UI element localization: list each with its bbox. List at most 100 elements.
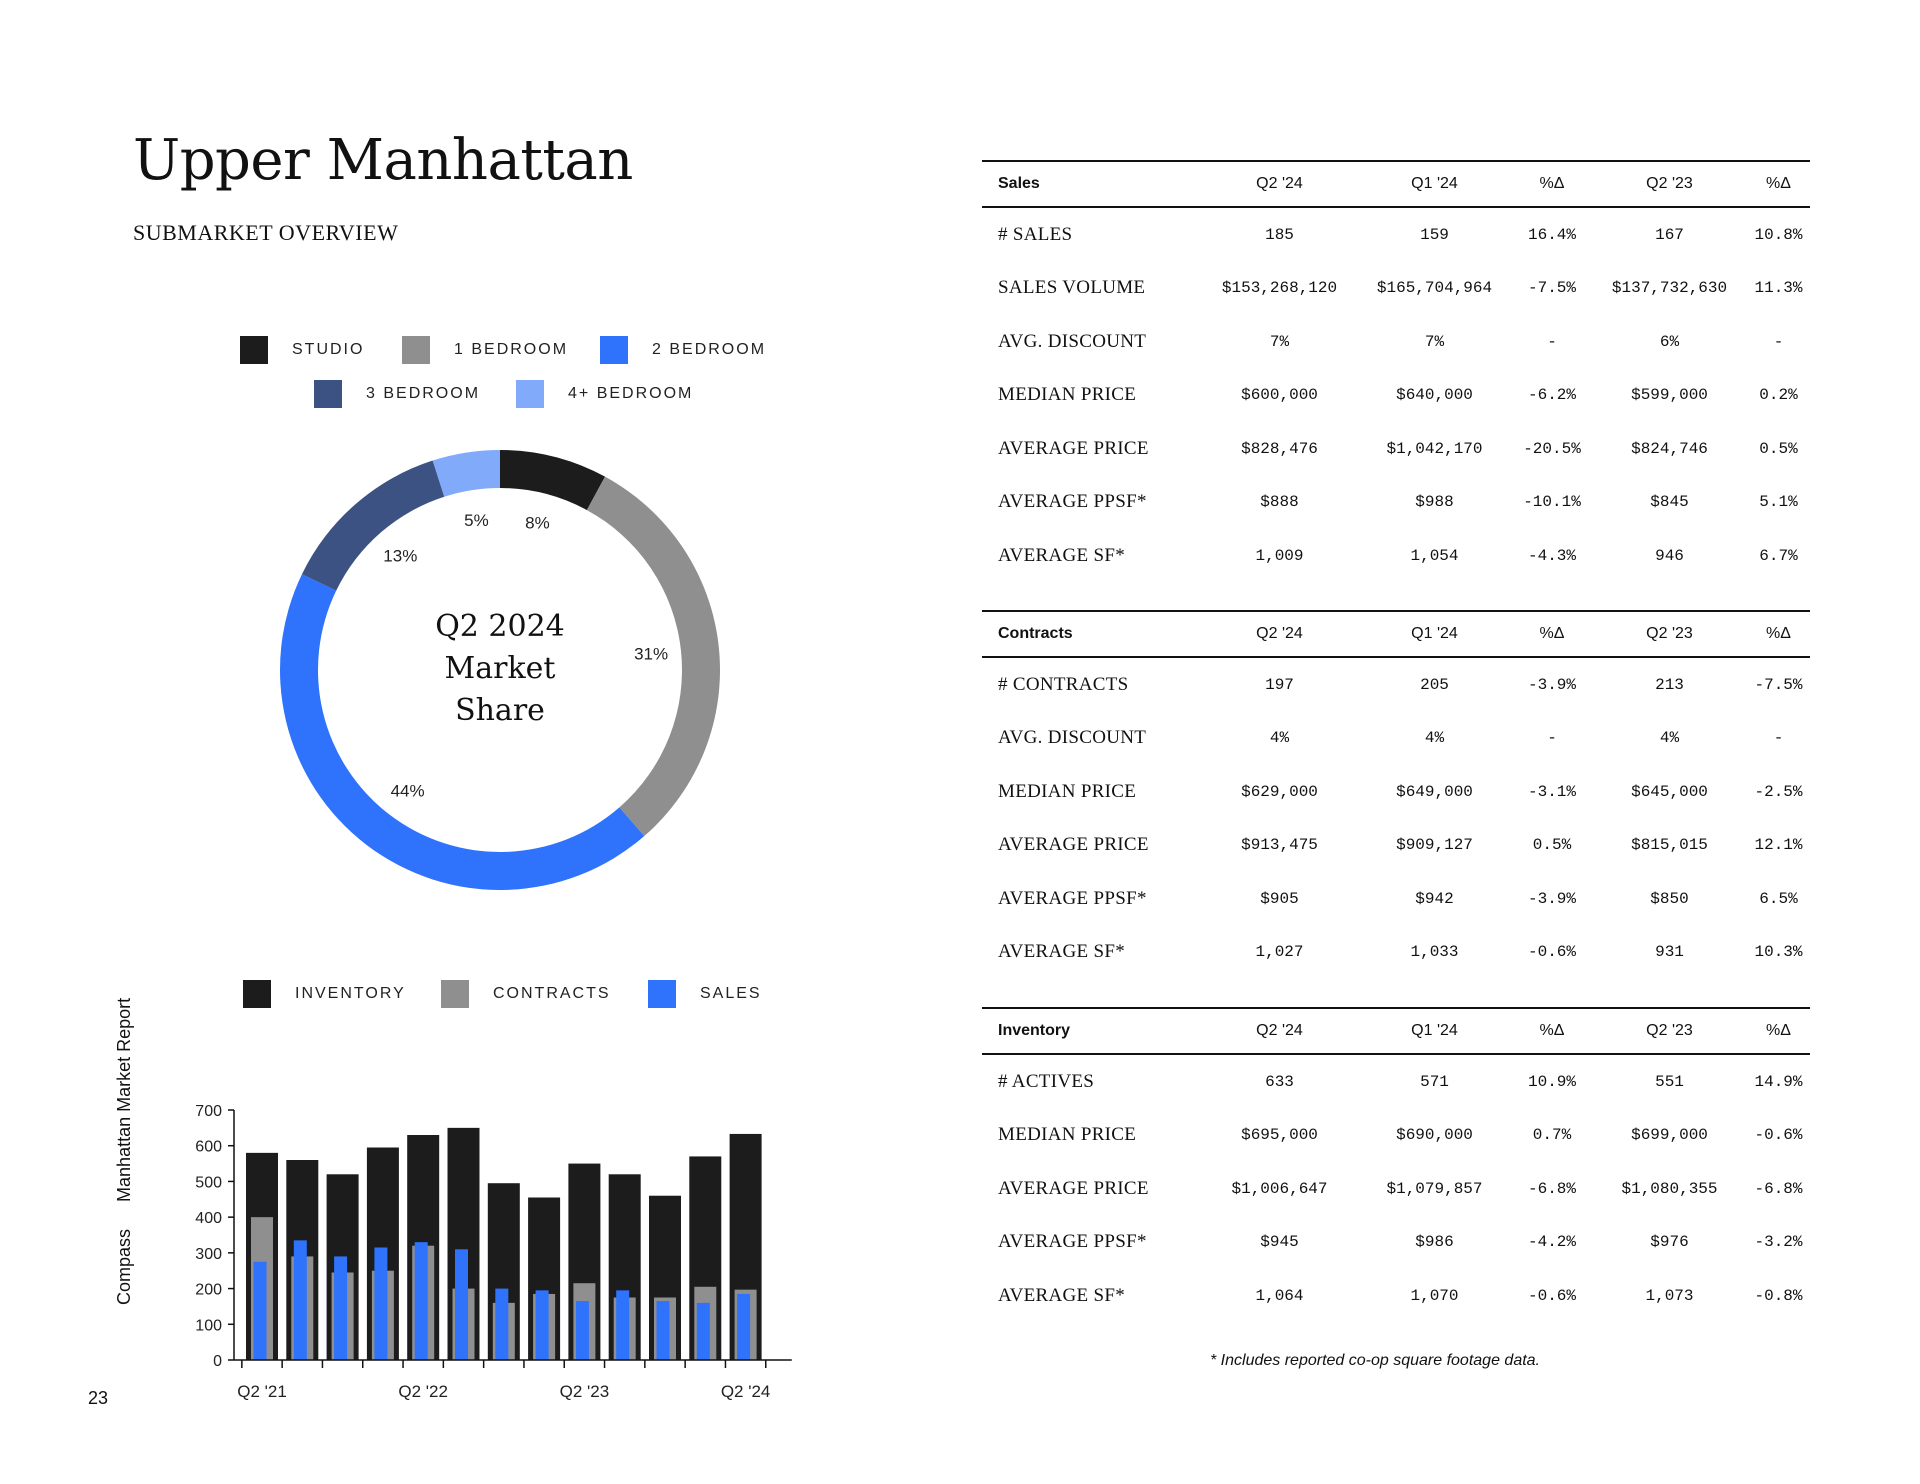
bar-sales — [455, 1249, 468, 1360]
table-cell: 7% — [1269, 332, 1290, 351]
table-cell: 12.1% — [1754, 836, 1803, 855]
table-row: AVG. DISCOUNT 7% 7% - 6% - — [982, 315, 1810, 369]
table-cell: $1,080,355 — [1621, 1179, 1718, 1198]
column-header: %Δ — [1512, 610, 1592, 658]
table-row: MEDIAN PRICE $600,000 $640,000 -6.2% $599,00… — [982, 369, 1810, 423]
column-header: Q2 '23 — [1592, 160, 1747, 208]
donut-slice-label: 13% — [383, 546, 417, 565]
donut-center-line3: Share — [455, 693, 545, 728]
donut-slice-1-bedroom — [586, 476, 720, 837]
table-cell: $645,000 — [1631, 782, 1708, 801]
table-cell: -0.6% — [1527, 1286, 1576, 1305]
column-header: Q2 '23 — [1592, 1007, 1747, 1055]
table-cell: 1,033 — [1410, 943, 1459, 962]
quarterly-bar-chart: 0 100 200 300 400 500 600 700 Q2 '21 Q2 '22 Q2 '23… — [195, 1103, 792, 1401]
bar-sales — [656, 1301, 670, 1360]
legend-swatch — [600, 336, 628, 364]
table-cell: $824,746 — [1631, 439, 1708, 458]
table-cell: 571 — [1420, 1072, 1449, 1091]
table-row: # ACTIVES 633 571 10.9% 551 14.9% — [982, 1054, 1810, 1109]
table-cell: -4.2% — [1527, 1233, 1576, 1252]
row-label: AVERAGE PPSF* — [998, 1231, 1147, 1253]
column-header: Q2 '24 — [1202, 160, 1357, 208]
donut-slice-label: 31% — [634, 644, 668, 663]
donut-labels: 8% 31% 44% 13% 5% — [383, 511, 668, 801]
page-number: 23 — [88, 1388, 109, 1408]
table-cell: 4% — [1424, 729, 1445, 748]
donut-slice-3-bedroom — [301, 460, 445, 591]
table-row: AVERAGE PRICE $913,475 $909,127 0.5% $815,01… — [982, 819, 1810, 873]
table-row: MEDIAN PRICE $629,000 $649,000 -3.1% $645,00… — [982, 765, 1810, 819]
column-header: Q2 '24 — [1202, 1007, 1357, 1055]
table-cell: -7.5% — [1754, 675, 1803, 694]
legend-item-3-bedroom: 3 BEDROOM — [314, 380, 480, 408]
donut-slice-label: 8% — [525, 514, 550, 533]
table-row: AVERAGE PPSF* $905 $942 -3.9% $850 6.5% — [982, 872, 1810, 926]
bar-sales — [616, 1290, 630, 1360]
y-tick-label: 300 — [195, 1246, 222, 1263]
bar-sales — [495, 1288, 509, 1360]
legend-swatch — [648, 980, 676, 1008]
bar-sales — [334, 1256, 348, 1360]
x-tick-label: Q2 '22 — [398, 1382, 448, 1401]
report-name: Manhattan Market Report — [114, 997, 134, 1202]
bar-sales — [737, 1293, 751, 1360]
table-cell: -0.8% — [1754, 1286, 1803, 1305]
table-cell: 1,070 — [1410, 1286, 1459, 1305]
legend-swatch — [441, 980, 469, 1008]
table-cell: 14.9% — [1754, 1072, 1803, 1091]
table-cell: $1,006,647 — [1231, 1179, 1328, 1198]
legend-swatch — [240, 336, 268, 364]
row-label: MEDIAN PRICE — [998, 1124, 1137, 1146]
brand-name: Compass — [114, 1228, 134, 1305]
legend-swatch — [314, 380, 342, 408]
column-header: %Δ — [1512, 1007, 1592, 1055]
table-cell: $600,000 — [1241, 386, 1318, 405]
table-cell: $828,476 — [1241, 439, 1318, 458]
column-header: Contracts — [982, 610, 1202, 658]
table-cell: $913,475 — [1241, 836, 1318, 855]
table-cell: 1,064 — [1255, 1286, 1304, 1305]
table-cell: $888 — [1260, 493, 1299, 512]
table-cell: 159 — [1420, 225, 1449, 244]
column-header: Q2 '23 — [1592, 610, 1747, 658]
table-cell: $909,127 — [1396, 836, 1473, 855]
row-label: AVG. DISCOUNT — [998, 727, 1147, 749]
y-tick-label: 200 — [195, 1282, 222, 1299]
row-label: AVERAGE SF* — [998, 544, 1126, 566]
table-row: AVERAGE SF* 1,027 1,033 -0.6% 931 10.3% — [982, 926, 1810, 980]
legend-label: 4+ BEDROOM — [568, 385, 694, 402]
table-cell: 0.2% — [1759, 386, 1798, 405]
bar-sales — [293, 1240, 307, 1360]
table-cell: -4.3% — [1527, 546, 1576, 565]
table-cell: $1,042,170 — [1386, 439, 1483, 458]
table-cell: -6.8% — [1754, 1179, 1803, 1198]
row-label: AVERAGE PRICE — [998, 437, 1149, 459]
legend-swatch — [243, 980, 271, 1008]
table-cell: - — [1773, 729, 1784, 748]
y-tick-label: 600 — [195, 1139, 222, 1156]
table-cell: -3.9% — [1527, 675, 1576, 694]
table-cell: -3.1% — [1527, 782, 1576, 801]
table-row: AVERAGE PPSF* $888 $988 -10.1% $845 5.1% — [982, 476, 1810, 530]
table-header-row: Contracts Q2 '24 Q1 '24 %Δ Q2 '23 %Δ — [982, 610, 1810, 658]
table-cell: $153,268,120 — [1221, 279, 1338, 298]
table-cell: -7.5% — [1527, 279, 1576, 298]
table-cell: $629,000 — [1241, 782, 1318, 801]
legend-label: STUDIO — [292, 341, 365, 358]
table-cell: -6.2% — [1527, 386, 1576, 405]
table-cell: $599,000 — [1631, 386, 1708, 405]
legend-item-2-bedroom: 2 BEDROOM — [600, 336, 766, 364]
column-header: Sales — [982, 160, 1202, 208]
table-cell: 1,054 — [1410, 546, 1459, 565]
row-label: SALES VOLUME — [998, 277, 1146, 299]
table-header-row: Inventory Q2 '24 Q1 '24 %Δ Q2 '23 %Δ — [982, 1007, 1810, 1055]
table-row: # SALES 185 159 16.4% 167 10.8% — [982, 207, 1810, 262]
x-tick-label: Q2 '21 — [237, 1382, 287, 1401]
side-caption: Compass Manhattan Market Report — [114, 976, 135, 1305]
table-cell: 213 — [1655, 675, 1684, 694]
table-cell: 4% — [1659, 729, 1680, 748]
table-row: AVERAGE PPSF* $945 $986 -4.2% $976 -3.2% — [982, 1216, 1810, 1270]
row-label: AVERAGE PPSF* — [998, 887, 1147, 909]
table-cell: $695,000 — [1241, 1126, 1318, 1145]
